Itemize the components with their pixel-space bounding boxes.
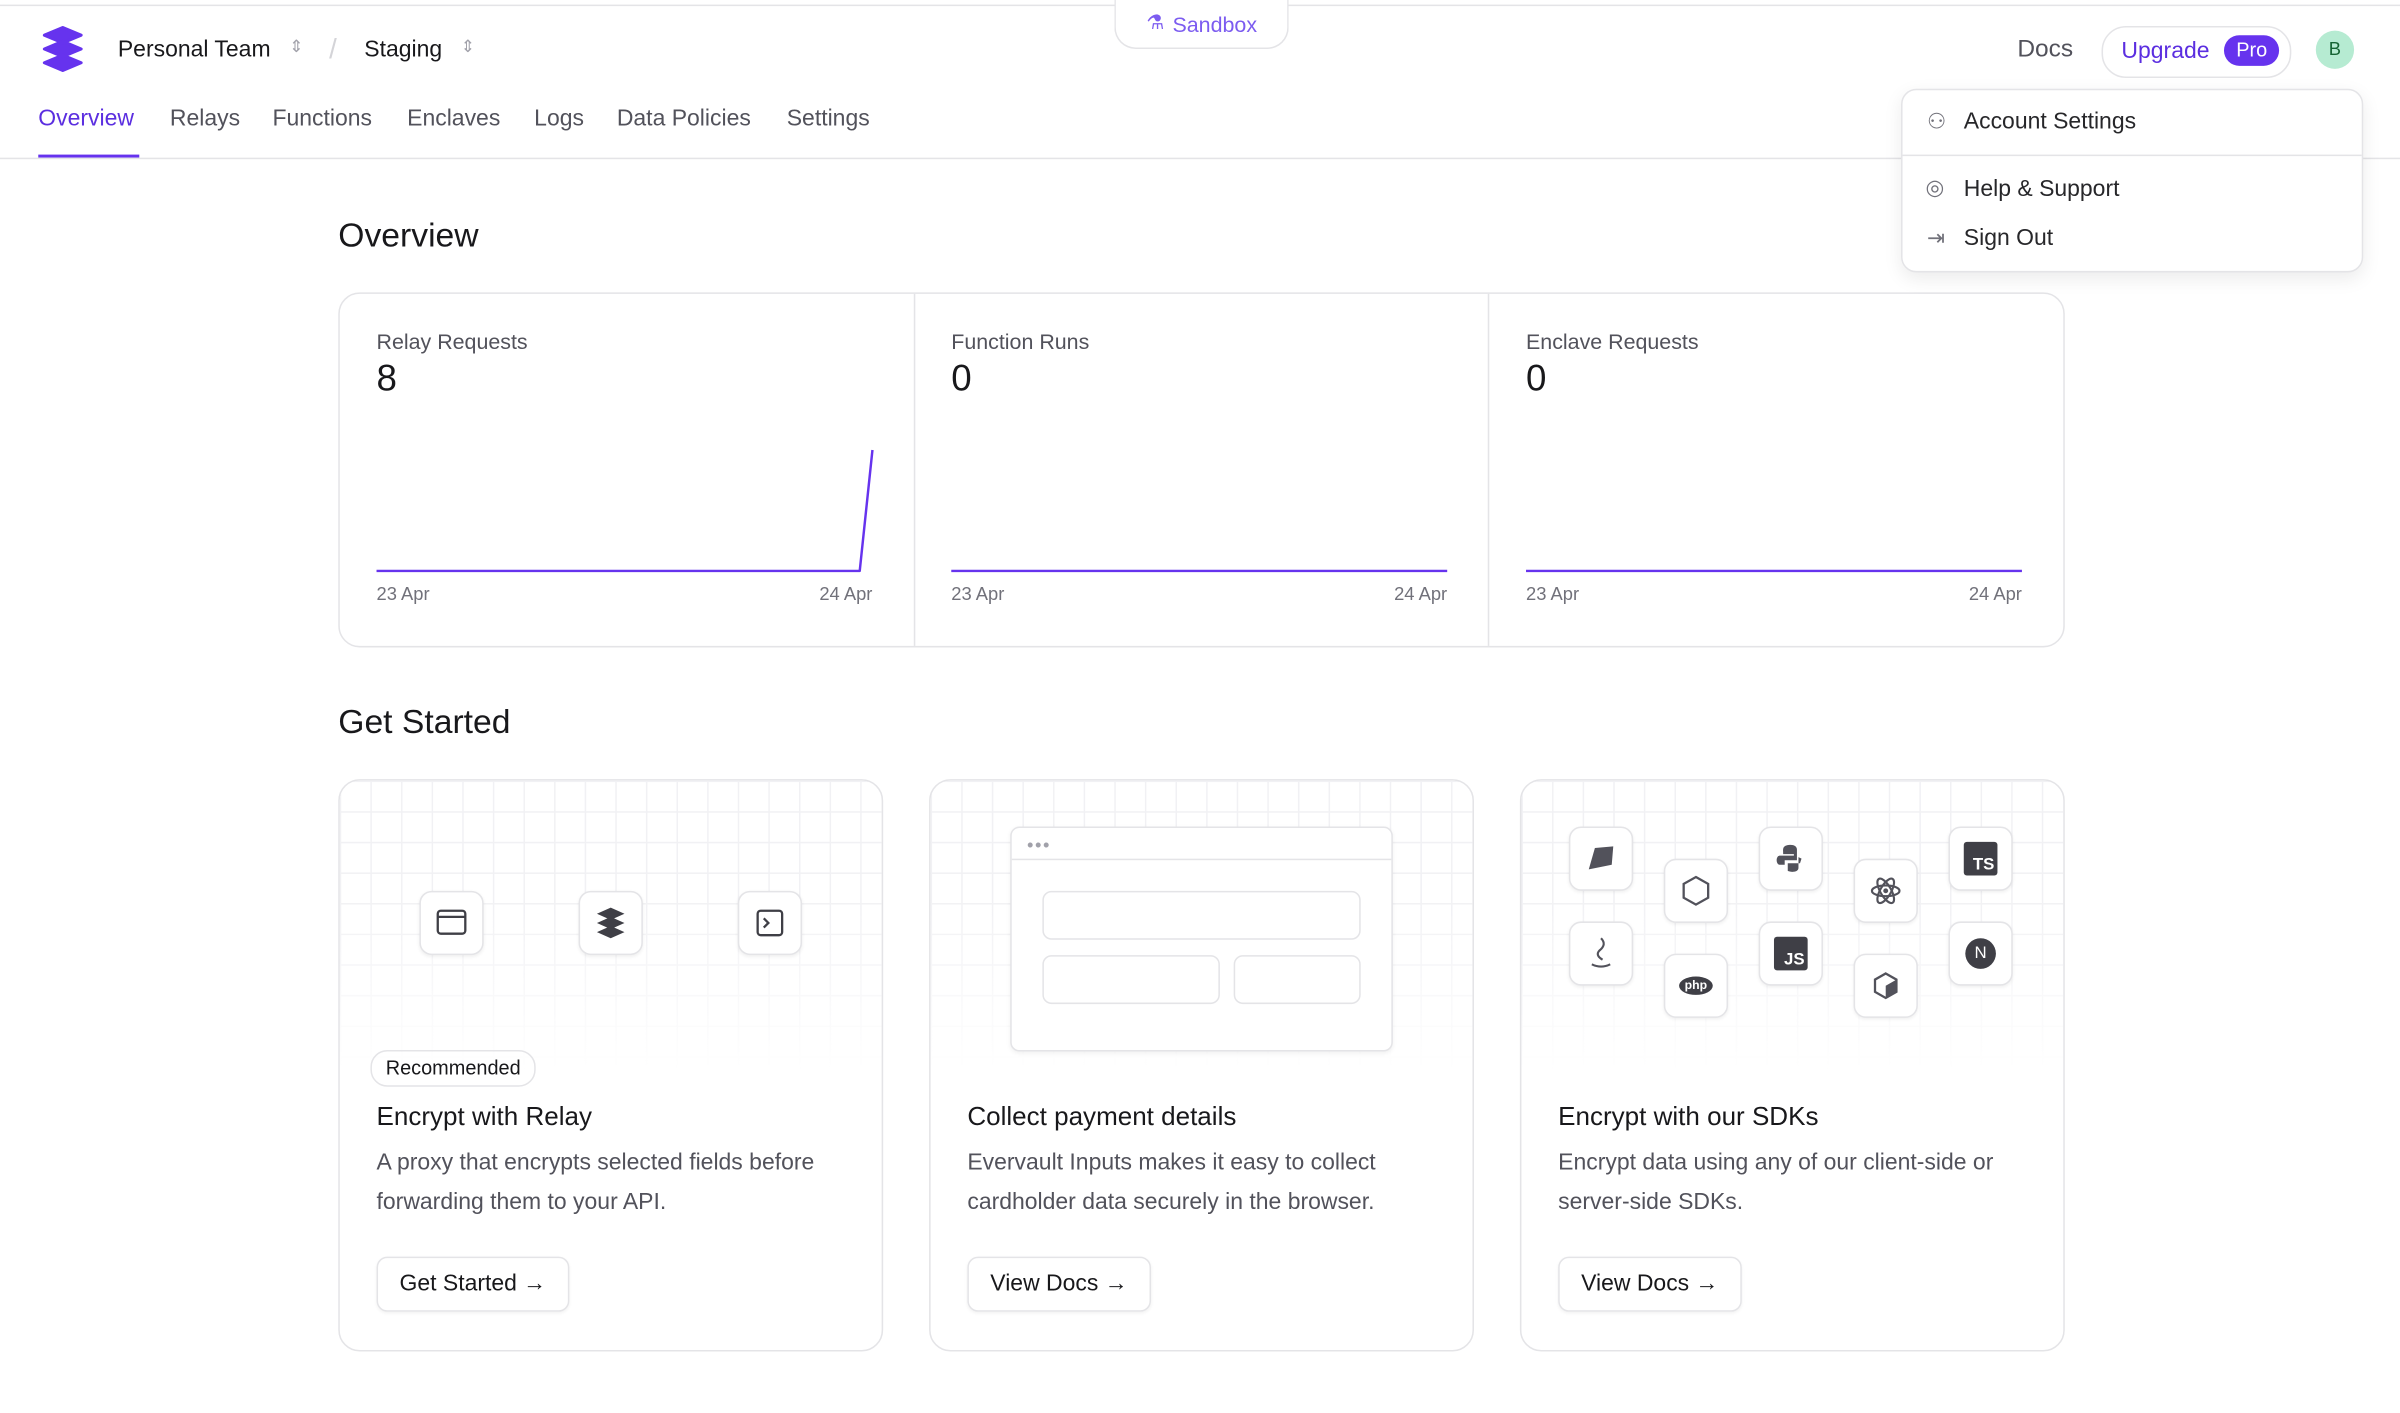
- sdk-icon: [1853, 858, 1918, 923]
- sdk-icon: JS: [1758, 921, 1823, 986]
- team-switcher[interactable]: Personal Team: [117, 36, 271, 63]
- icon-label: TS: [1963, 841, 1998, 876]
- menu-item[interactable]: Sign Out: [1963, 224, 2054, 252]
- card-title: Encrypt with Relay: [376, 1102, 593, 1132]
- chevron: ⇕: [289, 38, 304, 57]
- x-start-label: 23 Apr: [1526, 583, 1579, 604]
- sdk-icon: TS: [1948, 826, 2013, 891]
- relay-icon: [578, 890, 643, 956]
- nav-tab[interactable]: Relays: [169, 105, 241, 132]
- card-title: Encrypt with our SDKs: [1558, 1102, 1819, 1132]
- menu-item[interactable]: Account Settings: [1963, 108, 2137, 135]
- card-button[interactable]: View Docs →: [1558, 1256, 1742, 1312]
- nav-tab[interactable]: Logs: [534, 105, 584, 132]
- card-description: Evervault Inputs makes it easy to collec…: [967, 1149, 1376, 1216]
- x-start-label: 23 Apr: [377, 583, 430, 604]
- upgrade-label: Upgrade: [2121, 38, 2210, 65]
- metric-value: 8: [377, 357, 397, 398]
- sdk-icon: N: [1948, 921, 2013, 986]
- sdk-icon: [1853, 953, 1918, 1018]
- metrics-card: [338, 292, 2065, 648]
- sandbox-tab: ⚗ Sandbox: [1114, 0, 1289, 49]
- terminal-icon: [737, 890, 803, 956]
- nav-divider: [0, 157, 2400, 160]
- x-end-label: 24 Apr: [1969, 583, 2022, 604]
- metric-value: 0: [951, 357, 971, 398]
- env-switcher[interactable]: Staging: [364, 36, 443, 63]
- section-title: Overview: [338, 215, 479, 255]
- button-label: View Docs: [1581, 1270, 1690, 1297]
- nav-tab[interactable]: Data Policies: [616, 105, 751, 132]
- sdk-card[interactable]: TS php JS N Encrypt with our SDKs Encryp…: [1519, 779, 2065, 1352]
- nav-tab[interactable]: Overview: [38, 105, 134, 132]
- metric-label: Enclave Requests: [1526, 330, 1699, 354]
- divider: [913, 293, 916, 646]
- nav-tab[interactable]: Functions: [272, 105, 373, 132]
- upgrade-button[interactable]: Upgrade Pro: [2101, 26, 2292, 79]
- pro-badge: Pro: [2223, 35, 2280, 66]
- chevron: ⇕: [460, 38, 475, 57]
- section-title: Get Started: [338, 702, 511, 741]
- icon-label: N: [1965, 938, 1996, 969]
- card-button[interactable]: Get Started →: [376, 1256, 570, 1312]
- sdk-icon: [1568, 826, 1634, 891]
- x-end-label: 24 Apr: [819, 583, 872, 604]
- icon-label: JS: [1773, 936, 1808, 971]
- icon-label: php: [1679, 976, 1713, 995]
- sparkline: [376, 449, 874, 573]
- metric-label: Function Runs: [951, 330, 1089, 354]
- divider: [1487, 293, 1490, 646]
- avatar[interactable]: B: [2315, 30, 2355, 69]
- separator: /: [329, 33, 337, 65]
- badge: Recommended: [370, 1049, 536, 1087]
- docs-link[interactable]: Docs: [2017, 36, 2074, 63]
- button-label: Get Started: [399, 1270, 517, 1297]
- metric-label: Relay Requests: [377, 330, 528, 354]
- x-end-label: 24 Apr: [1394, 583, 1447, 604]
- sdk-icon: [1568, 921, 1634, 986]
- card-button[interactable]: View Docs →: [967, 1256, 1151, 1312]
- metric-value: 0: [1526, 357, 1546, 398]
- card-description: A proxy that encrypts selected fields be…: [376, 1149, 815, 1216]
- sdk-icon: php: [1663, 953, 1729, 1018]
- payment-card[interactable]: ••• Collect payment details Evervault In…: [929, 779, 1474, 1352]
- nav-tab[interactable]: Enclaves: [407, 105, 501, 132]
- card-description: Encrypt data using any of our client-sid…: [1558, 1149, 1994, 1216]
- menu-item[interactable]: Help & Support: [1963, 176, 2120, 203]
- button-label: View Docs: [990, 1270, 1099, 1297]
- sandbox-label: Sandbox: [1172, 12, 1258, 37]
- sdk-icon: [1663, 858, 1729, 923]
- logo[interactable]: [40, 26, 86, 73]
- sdk-icon: [1758, 826, 1823, 891]
- nav-tab[interactable]: Settings: [786, 105, 870, 132]
- active-tab-underline: [38, 154, 140, 158]
- account-menu: ⚇ Account Settings ◎ Help & Support ⇥ Si…: [1901, 88, 2364, 273]
- card-title: Collect payment details: [967, 1102, 1237, 1132]
- x-start-label: 23 Apr: [951, 583, 1004, 604]
- form-mockup: •••: [1010, 826, 1393, 1052]
- relay-card[interactable]: Recommended Encrypt with Relay A proxy t…: [338, 779, 884, 1352]
- browser-icon: [419, 890, 484, 956]
